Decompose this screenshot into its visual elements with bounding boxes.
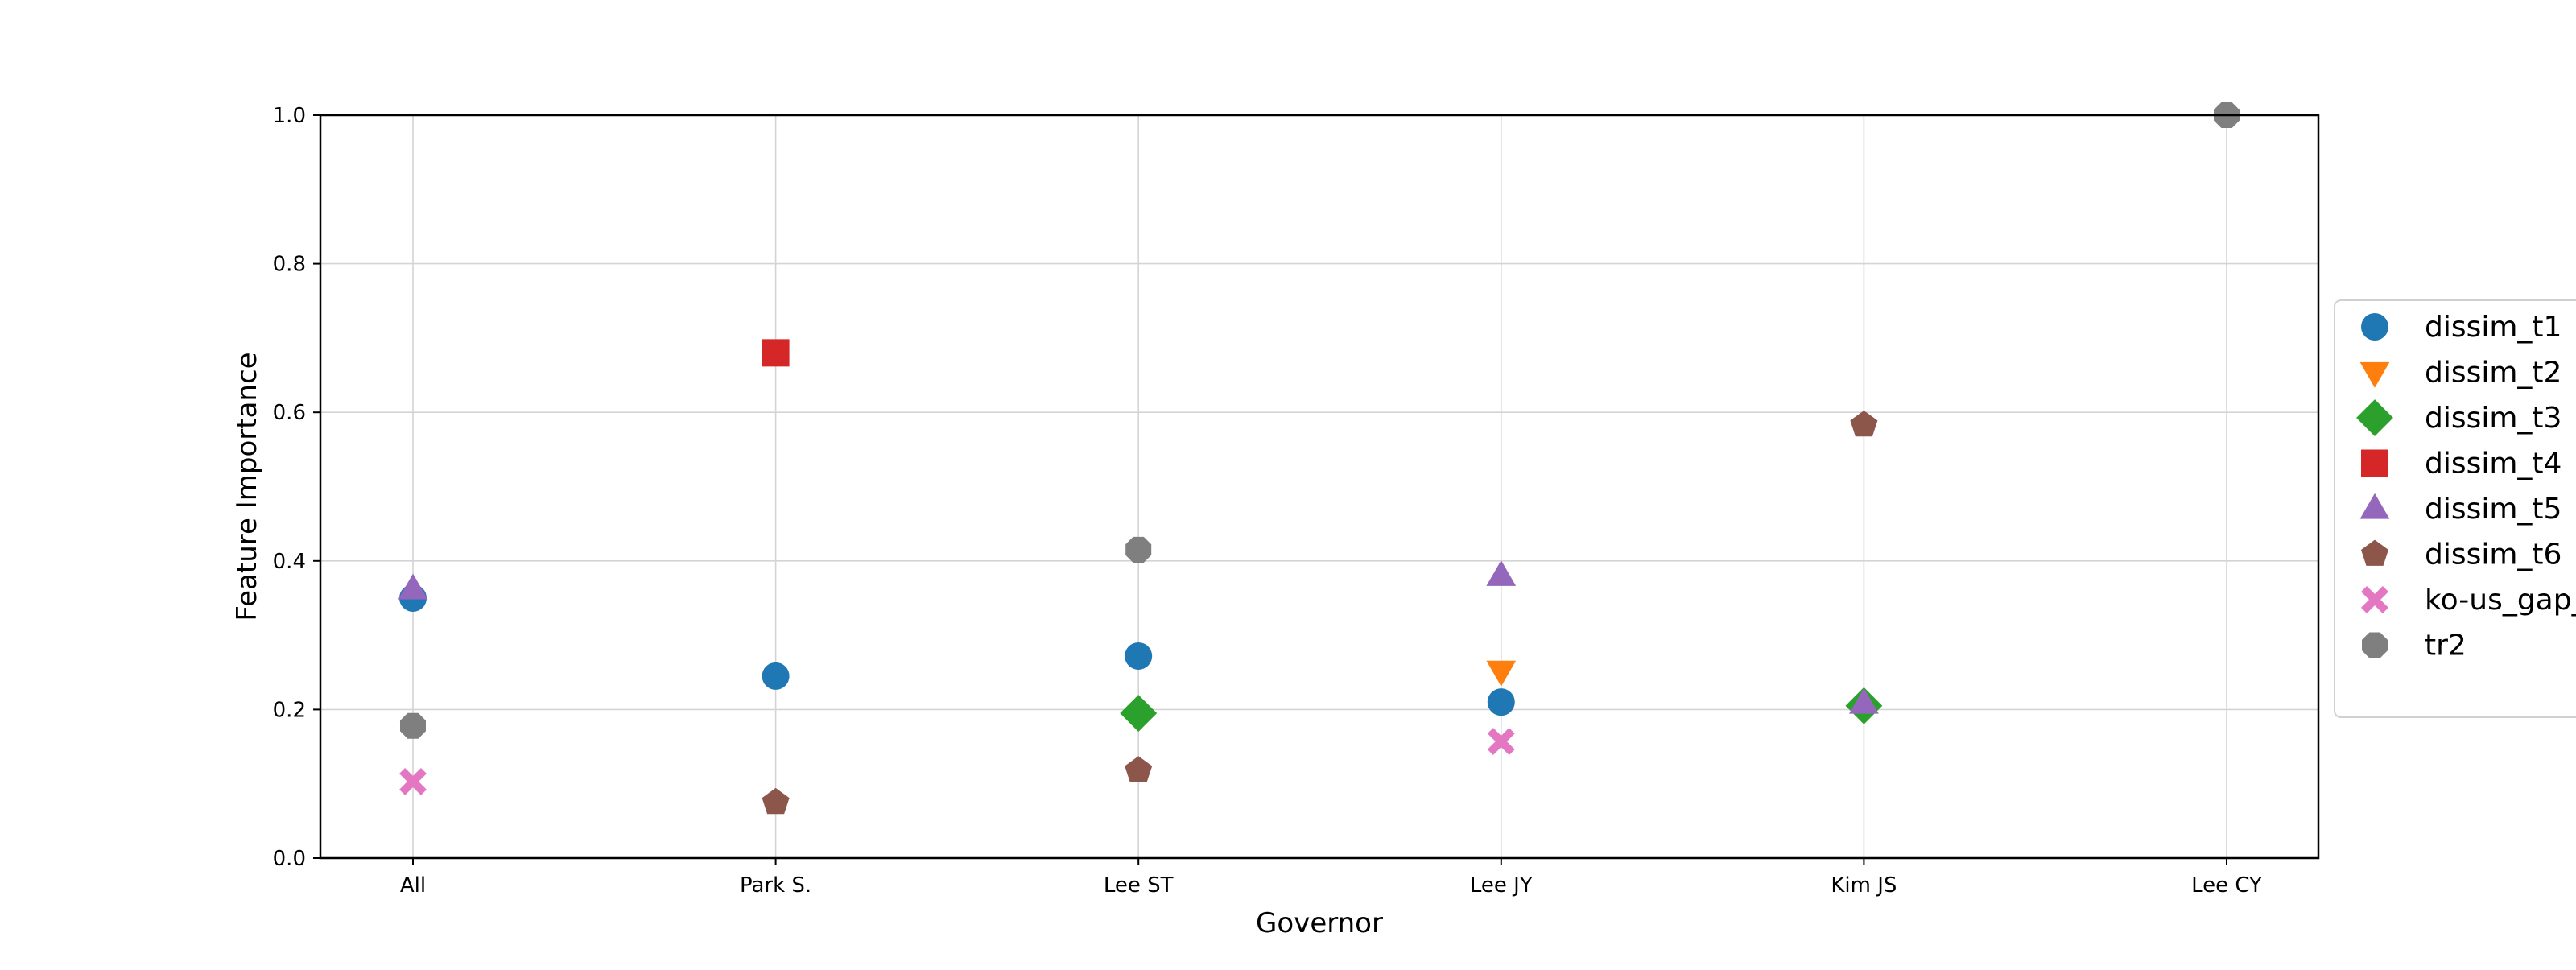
- dissim_t1-point: [1487, 688, 1515, 716]
- dissim_t4-point: [762, 339, 790, 367]
- data-points: [398, 102, 2240, 815]
- ko-us_gap_-point: [399, 767, 427, 795]
- legend-marker-dissim_t4: [2361, 449, 2388, 477]
- x-marker-stroke: [399, 767, 427, 795]
- x-tick-label: Lee JY: [1470, 873, 1533, 898]
- legend-label: dissim_t3: [2425, 402, 2562, 435]
- x-tick-label: Lee CY: [2191, 873, 2262, 898]
- x-tick-label: All: [400, 873, 426, 898]
- legend-marker-dissim_t6: [2361, 539, 2388, 566]
- legend: dissim_t1 dissim_t2 dissim_t3 dissim_t4diss…: [2334, 299, 2576, 718]
- legend-label: dissim_t1: [2425, 311, 2562, 344]
- dissim_t2-point: [1486, 660, 1517, 687]
- legend-label: dissim_t2: [2425, 357, 2562, 390]
- legend-marker-tr2: [2362, 632, 2388, 658]
- legend-label: dissim_t6: [2425, 539, 2562, 572]
- y-tick-label: 0.6: [273, 401, 306, 425]
- axis-ticks: All Park S. Lee ST Lee JY Kim JS Lee CY 0.0 0.2…: [273, 104, 2262, 898]
- x-marker-stroke: [1487, 728, 1515, 756]
- dissim_t5-point: [398, 573, 428, 600]
- plot-frame: [319, 114, 2320, 860]
- legend-marker-dissim_t2: [2359, 361, 2390, 388]
- legend-label: tr2: [2425, 629, 2467, 662]
- x-axis-label: Governor: [1256, 907, 1383, 939]
- y-tick-label: 0.8: [273, 253, 306, 277]
- y-tick-label: 0.4: [273, 550, 306, 574]
- legend-marker-dissim_t5: [2359, 493, 2390, 519]
- x-marker-stroke: [2361, 586, 2388, 613]
- legend-box: [2334, 299, 2576, 718]
- dissim_t6-point: [1850, 411, 1878, 437]
- legend-label: dissim_t4: [2425, 448, 2562, 481]
- legend-marker-dissim_t3: [2356, 399, 2393, 436]
- y-tick-label: 1.0: [273, 104, 306, 128]
- dissim_t5-point: [1849, 687, 1879, 714]
- legend-marker-ko-us_gap_: [2361, 586, 2388, 613]
- dissim_t6-point: [1125, 756, 1153, 782]
- y-tick-label: 0.2: [273, 698, 306, 722]
- legend-marker-dissim_t1: [2361, 313, 2388, 341]
- legend-label: ko-us_gap_: [2425, 584, 2576, 617]
- grid-lines: [320, 114, 2318, 859]
- x-tick-label: Kim JS: [1831, 873, 1897, 898]
- tr2-point: [1125, 536, 1152, 563]
- dissim_t6-point: [762, 787, 790, 815]
- legend-label: dissim_t5: [2425, 493, 2562, 526]
- dissim_t1-point: [1125, 642, 1153, 670]
- dissim_t3-point: [1120, 695, 1158, 732]
- y-tick-label: 0.0: [273, 847, 306, 871]
- x-tick-label: Park S.: [740, 873, 811, 898]
- ko-us_gap_-point: [1487, 728, 1515, 756]
- tr2-point: [400, 712, 426, 739]
- dissim_t1-point: [762, 662, 790, 690]
- dissim_t5-point: [1486, 560, 1517, 586]
- y-axis-label: Feature Importance: [231, 352, 263, 621]
- x-tick-label: Lee ST: [1104, 873, 1174, 898]
